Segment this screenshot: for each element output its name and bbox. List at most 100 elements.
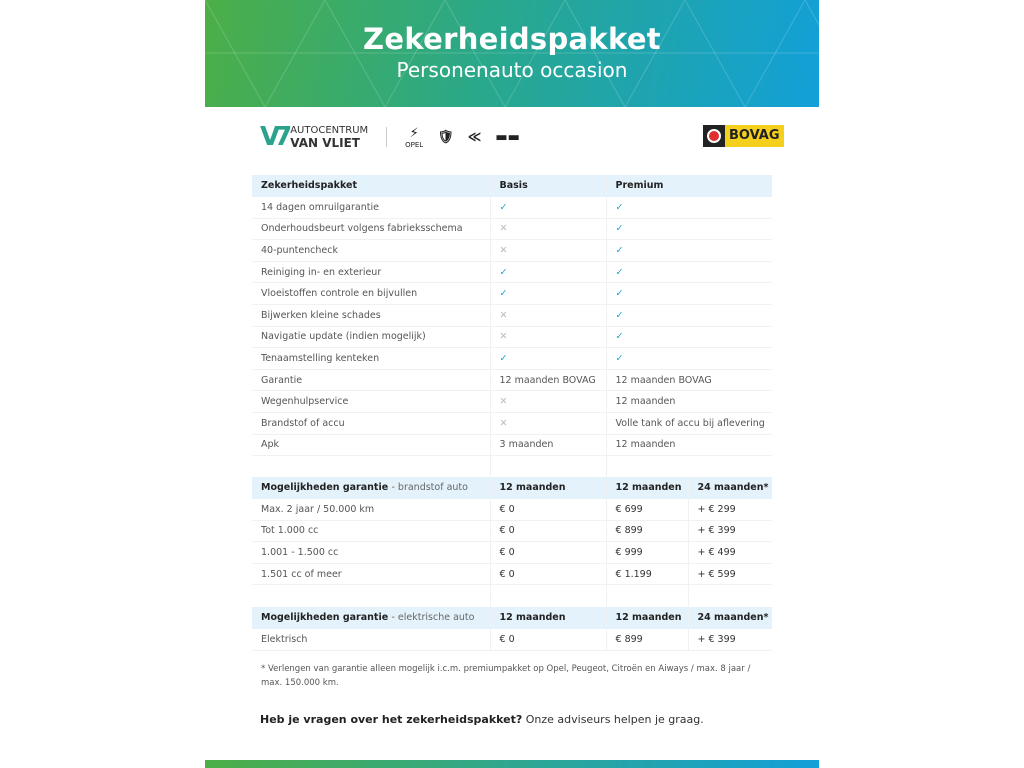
check-icon: ✓	[615, 353, 624, 365]
section-title: Mogelijkheden garantie - elektrische aut…	[252, 607, 491, 629]
vv-logo-icon: V7	[260, 122, 292, 152]
table-row: Bijwerken kleine schades ✕ ✓	[252, 304, 773, 327]
table-cell: Tenaamstelling kenteken	[252, 347, 491, 370]
spacer-row	[252, 584, 772, 607]
bovag-logo: BOVAG	[703, 125, 784, 147]
table-cell: ✕	[490, 304, 607, 327]
dealer-name-line2: VAN VLIET	[290, 136, 360, 150]
table-cell: Max. 2 jaar / 50.000 km	[252, 498, 491, 521]
hero-banner: Zekerheidspakket Personenauto occasion	[205, 0, 819, 107]
table-cell: Tot 1.000 cc	[252, 520, 491, 543]
check-icon: ✓	[499, 288, 508, 300]
table-cell: € 1.199	[606, 563, 689, 586]
table-header: Mogelijkheden garantie - brandstof auto 1…	[252, 477, 772, 499]
table-cell: ✕	[490, 390, 607, 414]
peugeot-logo: 🛡	[437, 129, 454, 145]
check-icon: ✓	[615, 288, 624, 300]
table-row: 1.001 - 1.500 cc € 0 € 999 + € 499	[252, 541, 772, 564]
contact-question: Heb je vragen over het zekerheidspakket?…	[260, 713, 704, 726]
table-row: Brandstof of accu ✕ Volle tank of accu bij…	[252, 412, 773, 435]
table-row: Tenaamstelling kenteken ✓ ✓	[252, 347, 773, 370]
table-cell: ✓	[490, 282, 607, 306]
cross-icon: ✕	[499, 417, 508, 429]
check-icon: ✓	[615, 201, 624, 213]
table-cell: Navigatie update (indien mogelijk)	[252, 326, 491, 349]
table-row: 40-puntencheck ✕ ✓	[252, 239, 773, 262]
table-cell: Apk	[252, 434, 491, 457]
table-cell: € 999	[606, 541, 689, 564]
table-cell: 1.001 - 1.500 cc	[252, 541, 491, 564]
table-cell: 3 maanden	[490, 434, 607, 457]
logo-row: V7 AUTOCENTRUM VAN VLIET ⚡ OPEL 🛡 ≪ ▬▬	[260, 122, 534, 152]
table-cell: ✓	[606, 239, 773, 262]
section-title: Mogelijkheden garantie - brandstof auto	[252, 477, 491, 499]
table-row: Navigatie update (indien mogelijk) ✕ ✓	[252, 326, 773, 349]
cross-icon: ✕	[499, 309, 508, 321]
check-icon: ✓	[615, 266, 624, 278]
cross-icon: ✕	[499, 331, 508, 343]
table-cell: Basis	[490, 175, 607, 197]
table-cell: + € 299	[688, 498, 772, 521]
fuel-warranty-table: Mogelijkheden garantie - brandstof auto 1…	[252, 477, 772, 607]
triangle-pattern	[205, 0, 819, 107]
table-cell: ✓	[606, 218, 773, 241]
table-cell: 12 maanden	[606, 434, 773, 457]
table-cell: ✓	[606, 347, 773, 370]
table-cell: € 899	[606, 520, 689, 543]
table-cell: Premium	[606, 175, 773, 197]
table-cell: 40-puntencheck	[252, 239, 491, 262]
table-cell: ✓	[490, 261, 607, 284]
table-cell: Brandstof of accu	[252, 412, 491, 435]
table-cell: Bijwerken kleine schades	[252, 304, 491, 327]
table-cell: € 0	[490, 628, 607, 651]
package-table: Zekerheidspakket Basis Premium 14 dagen omr…	[252, 175, 773, 478]
table-cell: 12 maanden	[606, 477, 689, 499]
table-cell: Garantie	[252, 369, 491, 392]
table-cell: ✕	[490, 326, 607, 349]
page-title: Zekerheidspakket	[363, 22, 661, 56]
cross-icon: ✕	[499, 245, 508, 257]
bovag-icon	[703, 125, 725, 147]
table-cell: Vloeistoffen controle en bijvullen	[252, 282, 491, 306]
table-cell: ✕	[490, 239, 607, 262]
table-cell: Zekerheidspakket	[252, 175, 491, 197]
table-cell: 12 maanden	[490, 607, 607, 629]
table-cell: 24 maanden*	[688, 477, 772, 499]
opel-logo: ⚡ OPEL	[405, 125, 424, 149]
table-row: Garantie 12 maanden BOVAG 12 maanden BOVAG	[252, 369, 773, 392]
table-row: Vloeistoffen controle en bijvullen ✓ ✓	[252, 282, 773, 306]
table-row: Wegenhulpservice ✕ 12 maanden	[252, 390, 773, 414]
check-icon: ✓	[615, 309, 624, 321]
table-cell: Onderhoudsbeurt volgens fabrieksschema	[252, 218, 491, 241]
table-cell: + € 399	[688, 628, 772, 651]
table-row: 14 dagen omruilgarantie ✓ ✓	[252, 196, 773, 219]
bottom-bar	[205, 760, 819, 768]
citroen-logo: ≪	[467, 129, 482, 145]
table-cell: Volle tank of accu bij aflevering	[606, 412, 773, 435]
table-cell: ✓	[606, 326, 773, 349]
page: Zekerheidspakket Personenauto occasion V…	[205, 0, 819, 768]
table-cell: € 0	[490, 498, 607, 521]
spacer-row	[252, 455, 772, 478]
table-row: Apk 3 maanden 12 maanden	[252, 434, 773, 457]
table-cell: Elektrisch	[252, 628, 491, 651]
table-row: Reiniging in- en exterieur ✓ ✓	[252, 261, 773, 284]
check-icon: ✓	[615, 245, 624, 257]
table-cell: € 0	[490, 541, 607, 564]
table-cell: 24 maanden*	[688, 607, 772, 629]
table-cell: Wegenhulpservice	[252, 390, 491, 414]
table-cell: + € 599	[688, 563, 772, 586]
check-icon: ✓	[499, 353, 508, 365]
table-cell: + € 499	[688, 541, 772, 564]
table-cell: ✓	[606, 304, 773, 327]
table-cell: 12 maanden BOVAG	[606, 369, 773, 392]
table-header: Zekerheidspakket Basis Premium	[252, 175, 773, 197]
table-cell: ✓	[490, 196, 607, 219]
van-vliet-logo: V7 AUTOCENTRUM VAN VLIET	[260, 122, 368, 152]
table-row: 1.501 cc of meer € 0 € 1.199 + € 599	[252, 563, 772, 586]
table-cell: € 0	[490, 520, 607, 543]
page-subtitle: Personenauto occasion	[396, 58, 628, 82]
table-header: Mogelijkheden garantie - elektrische aut…	[252, 607, 772, 629]
dealer-name-line1: AUTOCENTRUM	[290, 125, 369, 136]
check-icon: ✓	[499, 201, 508, 213]
